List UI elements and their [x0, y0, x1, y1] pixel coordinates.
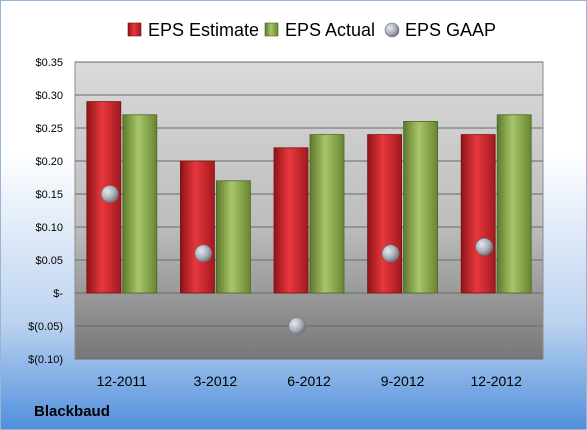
actual-bar	[309, 134, 345, 294]
legend-swatch	[264, 22, 279, 37]
actual-bar	[122, 114, 158, 294]
legend-swatch	[127, 22, 142, 37]
estimate-bar	[273, 147, 309, 294]
gaap-point	[381, 244, 400, 263]
y-tick-label: $0.05	[35, 255, 63, 267]
actual-bar	[403, 121, 439, 294]
company-label: Blackbaud	[34, 403, 110, 420]
plot-area: $0.35 $0.30 $0.25 $0.20 $0.15 $0.10 $0.05 $- $(0…	[28, 57, 544, 389]
x-tick-label: 3-2012	[194, 373, 238, 389]
y-tick-label: $(0.10)	[28, 354, 63, 366]
y-tick-label: $(0.05)	[28, 321, 63, 333]
legend-label: EPS Estimate	[148, 20, 259, 40]
legend-swatch	[384, 22, 400, 38]
x-tick-label: 12-2011	[97, 373, 148, 389]
y-tick-label: $0.35	[35, 57, 63, 69]
legend: EPS Estimate EPS Actual EPS GAAP	[127, 20, 496, 40]
actual-bar	[496, 114, 532, 294]
gaap-point	[194, 244, 213, 263]
x-tick-label: 12-2012	[471, 373, 523, 389]
gaap-point	[101, 185, 119, 203]
gaap-point	[475, 238, 494, 256]
estimate-bar	[367, 134, 403, 294]
y-tick-label: $0.25	[35, 123, 63, 135]
y-tick-label: $0.10	[35, 222, 63, 234]
y-tick-label: $0.30	[35, 90, 63, 102]
actual-bar	[215, 180, 251, 294]
y-tick-label: $0.15	[35, 189, 63, 201]
y-tick-label: $-	[53, 288, 63, 300]
legend-label: EPS GAAP	[405, 20, 496, 40]
legend-label: EPS Actual	[285, 20, 375, 40]
estimate-bar	[179, 160, 215, 294]
y-tick-label: $0.20	[35, 156, 63, 168]
x-tick-label: 9-2012	[381, 373, 425, 389]
estimate-bar	[460, 134, 496, 294]
gaap-point	[288, 317, 306, 335]
x-tick-label: 6-2012	[287, 373, 331, 389]
